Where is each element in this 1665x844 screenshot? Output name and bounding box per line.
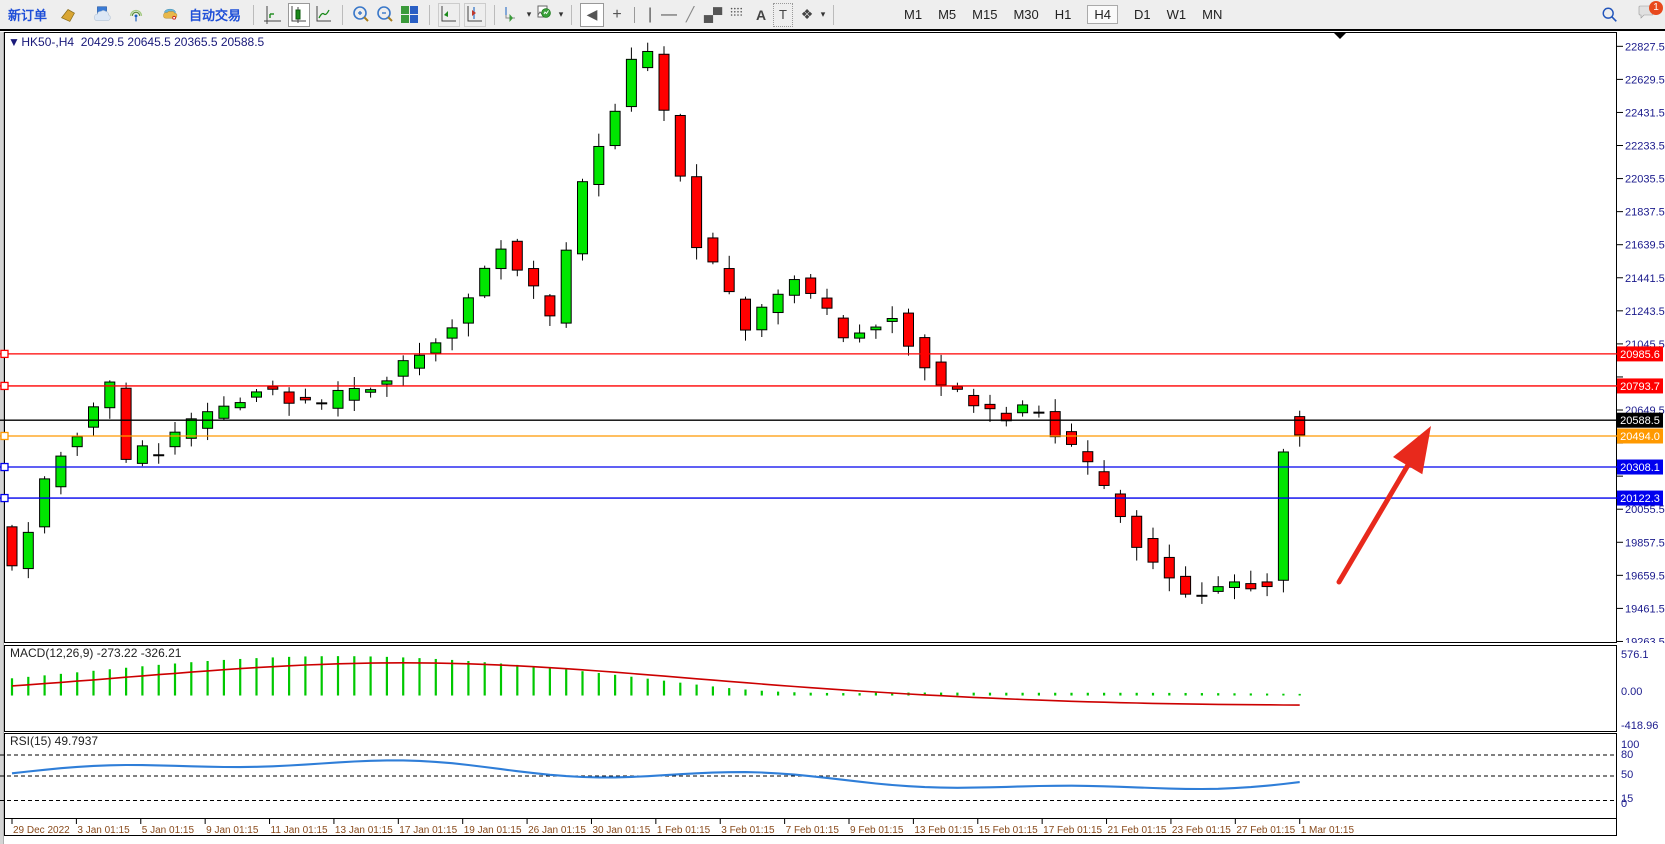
svg-text:17 Feb 01:15: 17 Feb 01:15 [1043, 825, 1102, 836]
svg-text:29 Dec 2022: 29 Dec 2022 [13, 825, 70, 836]
svg-text:13 Feb 01:15: 13 Feb 01:15 [914, 825, 973, 836]
svg-text:9 Feb 01:15: 9 Feb 01:15 [850, 825, 904, 836]
svg-text:19 Jan 01:15: 19 Jan 01:15 [464, 825, 522, 836]
svg-text:5 Jan 01:15: 5 Jan 01:15 [142, 825, 195, 836]
svg-text:23 Feb 01:15: 23 Feb 01:15 [1172, 825, 1231, 836]
svg-text:15 Feb 01:15: 15 Feb 01:15 [979, 825, 1038, 836]
svg-text:1 Mar 01:15: 1 Mar 01:15 [1301, 825, 1355, 836]
svg-text:17 Jan 01:15: 17 Jan 01:15 [399, 825, 457, 836]
svg-text:3 Jan 01:15: 3 Jan 01:15 [77, 825, 130, 836]
svg-text:26 Jan 01:15: 26 Jan 01:15 [528, 825, 586, 836]
svg-text:21 Feb 01:15: 21 Feb 01:15 [1108, 825, 1167, 836]
svg-text:27 Feb 01:15: 27 Feb 01:15 [1236, 825, 1295, 836]
svg-text:13 Jan 01:15: 13 Jan 01:15 [335, 825, 393, 836]
svg-text:11 Jan 01:15: 11 Jan 01:15 [271, 825, 329, 836]
svg-text:7 Feb 01:15: 7 Feb 01:15 [786, 825, 840, 836]
svg-text:3 Feb 01:15: 3 Feb 01:15 [721, 825, 775, 836]
svg-text:1 Feb 01:15: 1 Feb 01:15 [657, 825, 711, 836]
svg-text:9 Jan 01:15: 9 Jan 01:15 [206, 825, 259, 836]
svg-text:30 Jan 01:15: 30 Jan 01:15 [592, 825, 650, 836]
